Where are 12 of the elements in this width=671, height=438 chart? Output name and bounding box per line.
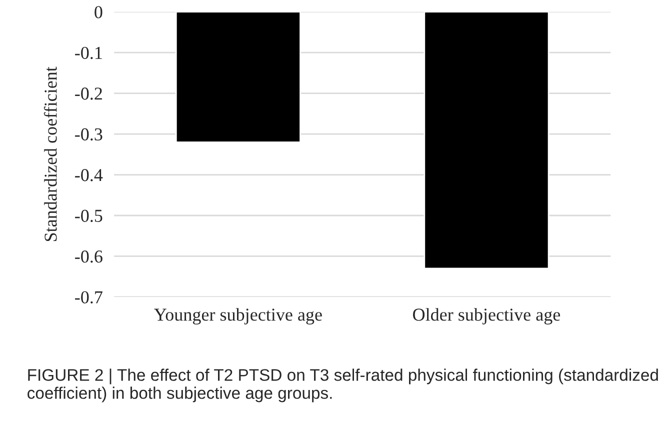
y-tick-label: 0 — [94, 6, 102, 18]
x-tick-label: Older subjective age — [413, 308, 560, 324]
y-tick-label: -0.5 — [75, 210, 102, 222]
y-tick-label: -0.4 — [75, 169, 103, 182]
caption: FIGURE 2 | The effect of T2 PTSD on T3 self-rated physical functioning (standardized coefficient) in both subjective age groups. — [28, 368, 658, 402]
y-axis-title: Standardized coefficient — [44, 66, 57, 242]
y-tick-label: -0.3 — [75, 128, 102, 141]
y-tick-label: -0.7 — [75, 291, 102, 304]
y-tick-label: -0.6 — [75, 250, 102, 263]
y-tick-label: -0.1 — [75, 46, 102, 60]
y-tick-label: -0.2 — [75, 88, 102, 100]
x-tick-label: Younger subjective age — [154, 308, 322, 324]
